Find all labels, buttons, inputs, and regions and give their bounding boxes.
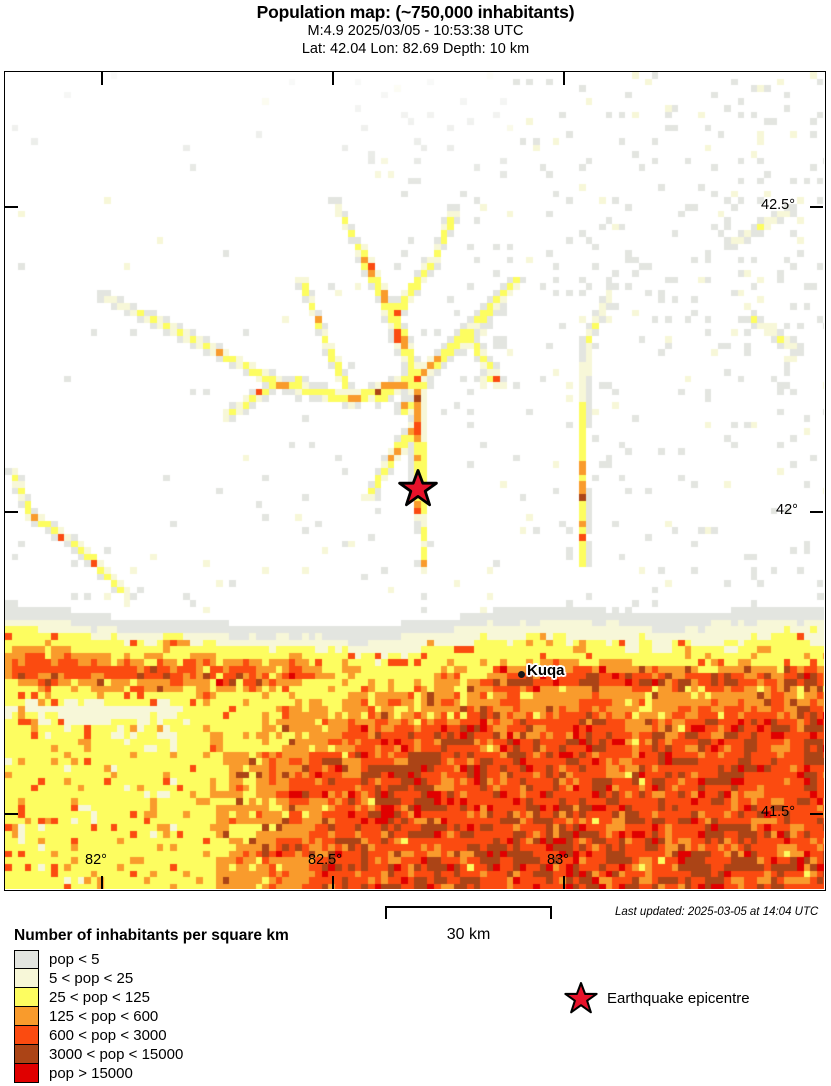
legend-row: 5 < pop < 25 [14,969,183,988]
legend-row: 25 < pop < 125 [14,988,183,1007]
longitude-tick [101,876,103,889]
longitude-tick [332,876,334,889]
event-location-line: Lat: 42.04 Lon: 82.69 Depth: 10 km [301,41,530,57]
legend-class-label: 125 < pop < 600 [49,1008,159,1025]
page-title: Population map: (~750,000 inhabitants) [256,2,575,22]
longitude-tick-top [101,72,103,85]
scale-bar-label: 30 km [446,926,491,943]
title-block: Population map: (~750,000 inhabitants) M… [0,2,831,58]
legend-row: 125 < pop < 600 [14,1007,183,1026]
last-updated-text: Last updated: 2025-03-05 at 14:04 UTC [615,906,819,918]
legend-row: pop < 5 [14,950,183,969]
event-magnitude-line: M:4.9 2025/03/05 - 10:53:38 UTC [307,23,524,39]
latitude-tick-left [5,206,18,208]
population-density-raster [5,72,824,889]
longitude-label: 82.5° [308,852,343,868]
scale-bar-cap-left [385,906,388,919]
scale-bar-line [385,906,552,909]
legend-color-swatch [14,969,39,988]
latitude-label: 41.5° [761,804,796,820]
latitude-tick [810,813,823,815]
city-label: Kuqa [527,662,565,679]
legend-color-swatch [14,1064,39,1083]
latitude-tick-left [5,511,18,513]
longitude-label: 82° [85,852,107,868]
epicentre-star-icon [564,982,598,1014]
legend-row: 3000 < pop < 15000 [14,1045,183,1064]
longitude-tick [563,876,565,889]
legend-color-swatch [14,1045,39,1064]
city-dot-icon [518,671,525,678]
legend-class-list: pop < 5 5 < pop < 25 25 < pop < 125 125 < p… [14,950,183,1083]
legend-color-swatch [14,950,39,969]
latitude-tick [810,206,823,208]
latitude-label: 42° [776,502,798,518]
legend-row: 600 < pop < 3000 [14,1026,183,1045]
scale-bar-cap-right [549,906,552,919]
latitude-tick [810,511,823,513]
legend-class-label: 600 < pop < 3000 [49,1027,167,1044]
legend-class-label: 5 < pop < 25 [49,970,134,987]
legend-class-label: 3000 < pop < 15000 [49,1046,184,1063]
legend-title: Number of inhabitants per square km [14,927,289,944]
legend-color-swatch [14,1007,39,1026]
epicentre-legend-label: Earthquake epicentre [607,989,750,1007]
epicentre-legend-entry: Earthquake epicentre [564,981,750,1015]
longitude-tick-top [332,72,334,85]
legend-color-swatch [14,1026,39,1045]
longitude-label: 83° [547,852,569,868]
latitude-tick-left [5,813,18,815]
legend-class-label: pop < 5 [49,951,100,968]
legend-class-label: 25 < pop < 125 [49,989,150,1006]
latitude-label: 42.5° [761,197,796,213]
longitude-tick-top [563,72,565,85]
legend-class-label: pop > 15000 [49,1065,133,1082]
legend-color-swatch [14,988,39,1007]
map-canvas-frame[interactable]: 42.5° 42° 41.5° 82° 82.5° 83° Kuqa CSEM EMSC [4,71,826,891]
legend-row: pop > 15000 [14,1064,183,1083]
